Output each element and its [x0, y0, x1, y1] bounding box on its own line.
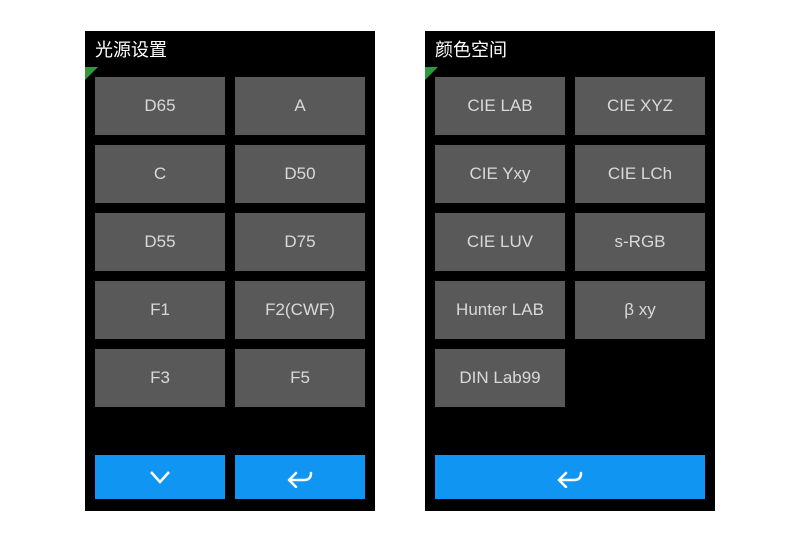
- option-label: Hunter LAB: [456, 300, 544, 320]
- panel-title-text: 颜色空间: [435, 36, 507, 62]
- option-label: β xy: [624, 300, 656, 320]
- option-label: CIE Yxy: [469, 164, 530, 184]
- option-label: DIN Lab99: [459, 368, 540, 388]
- option-button[interactable]: CIE XYZ: [575, 77, 705, 135]
- option-button[interactable]: F3: [95, 349, 225, 407]
- option-button[interactable]: A: [235, 77, 365, 135]
- option-button[interactable]: CIE LAB: [435, 77, 565, 135]
- option-button[interactable]: F2(CWF): [235, 281, 365, 339]
- option-button[interactable]: CIE LCh: [575, 145, 705, 203]
- option-label: A: [294, 96, 305, 116]
- option-label: F1: [150, 300, 170, 320]
- panel-title: 颜色空间: [425, 31, 715, 67]
- option-label: D50: [284, 164, 315, 184]
- option-label: D65: [144, 96, 175, 116]
- option-button[interactable]: Hunter LAB: [435, 281, 565, 339]
- panel-title: 光源设置: [85, 31, 375, 67]
- option-button[interactable]: CIE Yxy: [435, 145, 565, 203]
- option-label: C: [154, 164, 166, 184]
- footer-bar: [85, 455, 375, 511]
- back-arrow-icon: [555, 466, 585, 488]
- option-button[interactable]: D75: [235, 213, 365, 271]
- option-label: F3: [150, 368, 170, 388]
- back-arrow-icon: [285, 466, 315, 488]
- option-button[interactable]: F1: [95, 281, 225, 339]
- options-grid: CIE LAB CIE XYZ CIE Yxy CIE LCh CIE LUV …: [425, 67, 715, 455]
- option-label: F2(CWF): [265, 300, 335, 320]
- option-label: CIE LAB: [467, 96, 532, 116]
- option-label: CIE LCh: [608, 164, 672, 184]
- back-button[interactable]: [235, 455, 365, 499]
- options-grid: D65 A C D50 D55 D75 F1 F2(CWF) F3 F5: [85, 67, 375, 455]
- chevron-down-icon: [145, 466, 175, 488]
- down-button[interactable]: [95, 455, 225, 499]
- option-button[interactable]: D50: [235, 145, 365, 203]
- option-button[interactable]: D55: [95, 213, 225, 271]
- option-button[interactable]: s-RGB: [575, 213, 705, 271]
- option-button[interactable]: DIN Lab99: [435, 349, 565, 407]
- option-button[interactable]: F5: [235, 349, 365, 407]
- footer-bar: [425, 455, 715, 511]
- option-label: CIE XYZ: [607, 96, 673, 116]
- option-label: s-RGB: [615, 232, 666, 252]
- panel-title-text: 光源设置: [95, 36, 167, 62]
- option-label: F5: [290, 368, 310, 388]
- option-label: D75: [284, 232, 315, 252]
- option-label: D55: [144, 232, 175, 252]
- option-button[interactable]: C: [95, 145, 225, 203]
- light-source-panel: 光源设置 D65 A C D50 D55 D75 F1 F2(CWF) F3 F…: [85, 31, 375, 511]
- option-button[interactable]: D65: [95, 77, 225, 135]
- color-space-panel: 颜色空间 CIE LAB CIE XYZ CIE Yxy CIE LCh CIE…: [425, 31, 715, 511]
- option-button[interactable]: β xy: [575, 281, 705, 339]
- back-button[interactable]: [435, 455, 705, 499]
- option-label: CIE LUV: [467, 232, 533, 252]
- option-button[interactable]: CIE LUV: [435, 213, 565, 271]
